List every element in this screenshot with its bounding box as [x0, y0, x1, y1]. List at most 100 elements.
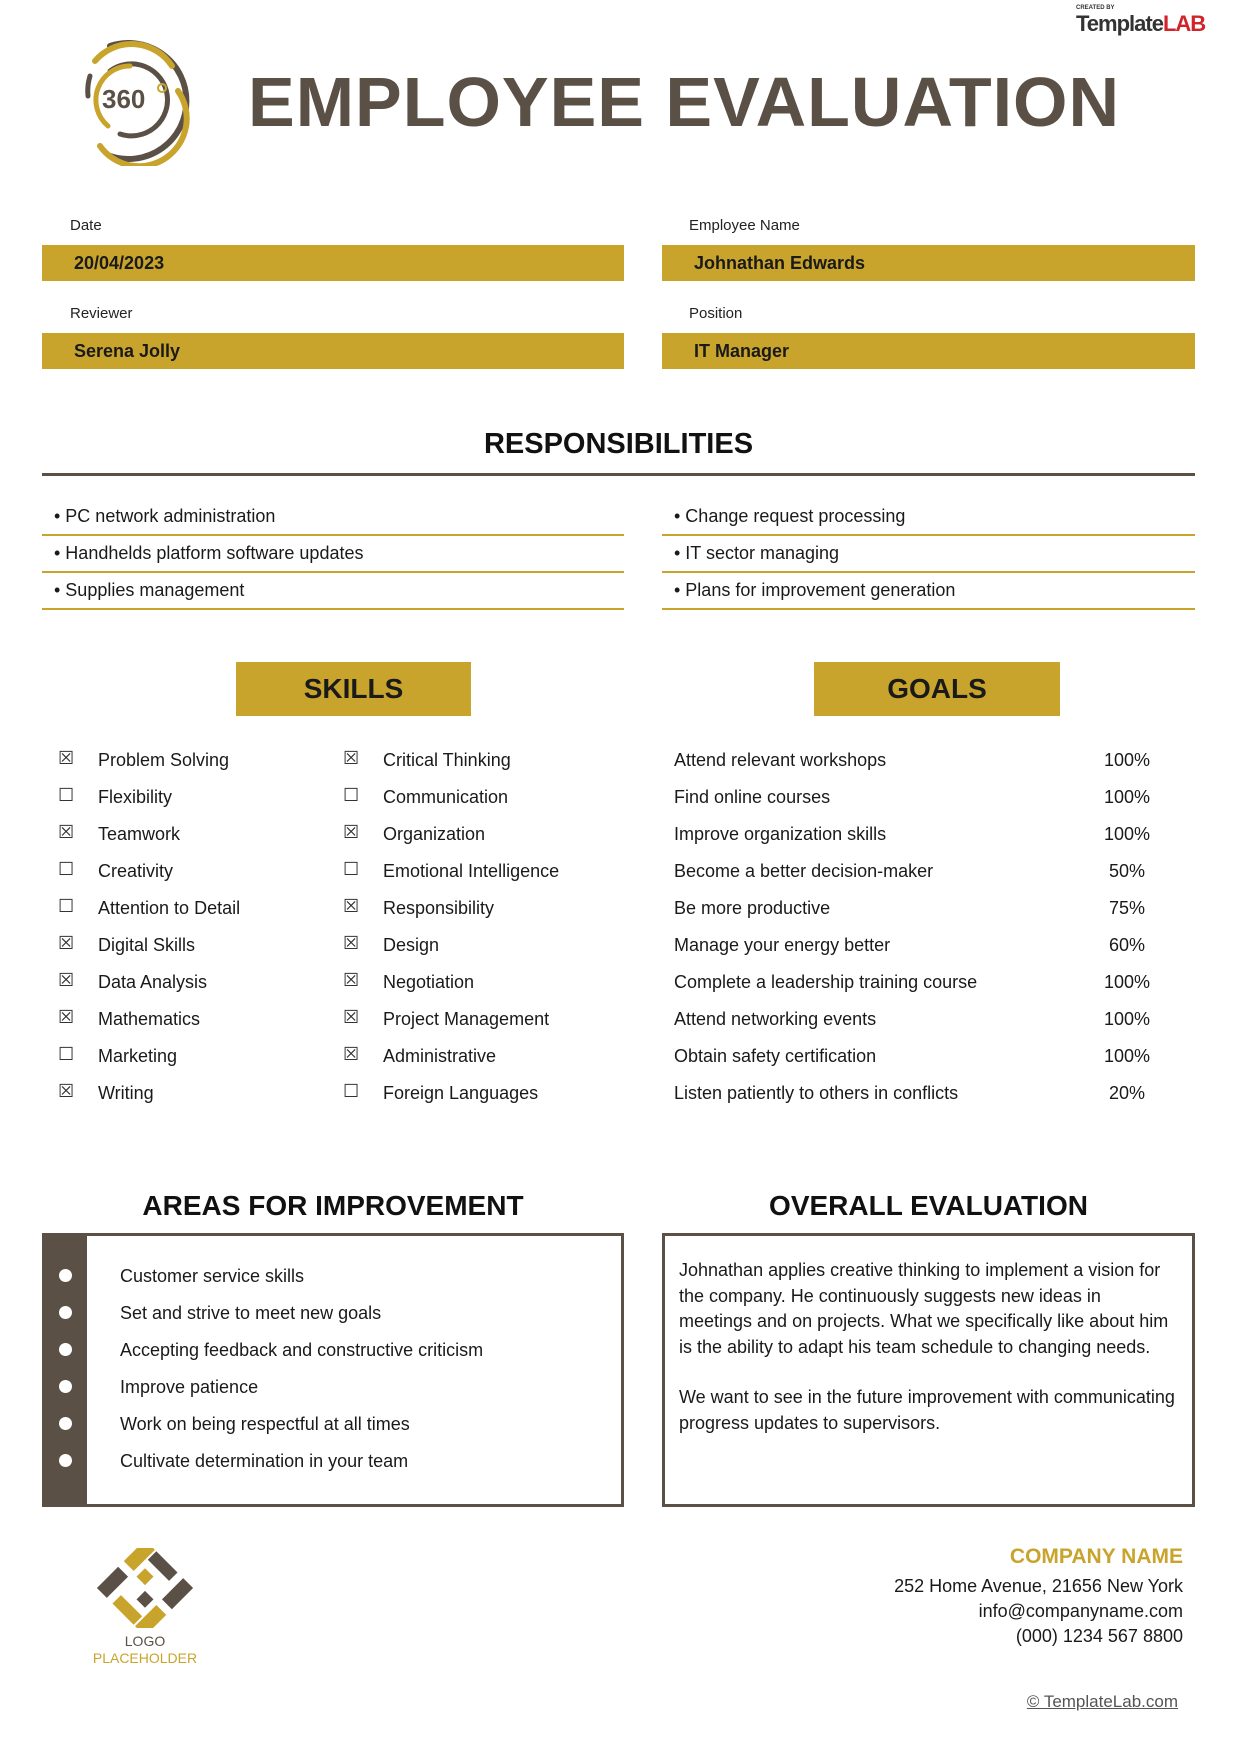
skill-checkbox[interactable]: ☐	[58, 785, 75, 805]
skill-checkbox[interactable]: ☒	[343, 822, 360, 842]
skill-checkbox[interactable]: ☒	[343, 1044, 360, 1064]
skill-checkbox[interactable]: ☐	[343, 859, 360, 879]
company-name: COMPANY NAME	[1009, 1545, 1183, 1568]
brand-template: Template	[1076, 11, 1164, 36]
date-field[interactable]: 20/04/2023	[42, 245, 624, 281]
bullet-icon	[59, 1454, 72, 1467]
skill-label: Creativity	[98, 861, 174, 881]
list-item: • PC network administration	[42, 499, 624, 536]
skill-checkbox[interactable]: ☒	[58, 748, 75, 768]
list-item: • Plans for improvement generation	[662, 573, 1195, 610]
goal-percent: 20%	[1108, 1083, 1146, 1103]
skill-checkbox[interactable]: ☒	[58, 970, 75, 990]
skill-label: Emotional Intelligence	[383, 861, 560, 881]
templatelab-brand-logo: CREATED BY TemplateLAB	[1076, 4, 1206, 36]
list-item: • Change request processing	[662, 499, 1195, 536]
bullet-icon	[59, 1380, 72, 1393]
improvement-item: Accepting feedback and constructive crit…	[120, 1340, 484, 1360]
skill-checkbox[interactable]: ☐	[343, 1081, 360, 1101]
skill-label: Digital Skills	[98, 935, 196, 955]
templatelab-link[interactable]: © TemplateLab.com	[1026, 1692, 1178, 1711]
skill-label: Flexibility	[98, 787, 173, 807]
improvement-item: Cultivate determination in your team	[120, 1451, 409, 1471]
goal-percent: 75%	[1108, 898, 1146, 918]
list-item: • Handhelds platform software updates	[42, 536, 624, 573]
improvement-heading: AREAS FOR IMPROVEMENT	[142, 1190, 524, 1221]
improvement-item: Customer service skills	[120, 1266, 305, 1286]
skill-checkbox[interactable]: ☐	[58, 1044, 75, 1064]
improvement-box: Customer service skills Set and strive to…	[42, 1233, 624, 1507]
overall-box: Johnathan applies creative thinking to i…	[662, 1233, 1195, 1507]
skill-label: Marketing	[98, 1046, 178, 1066]
employee-name-field[interactable]: Johnathan Edwards	[662, 245, 1195, 281]
goals-heading: GOALS	[814, 662, 1060, 716]
goal-label: Complete a leadership training course	[674, 972, 978, 992]
goal-percent: 50%	[1108, 861, 1146, 881]
responsibilities-left: • PC network administration • Handhelds …	[42, 499, 624, 610]
skill-checkbox[interactable]: ☐	[58, 859, 75, 879]
goal-percent: 100%	[1103, 750, 1151, 770]
logo-text-1: LOGO	[124, 1633, 166, 1649]
date-label: Date	[70, 217, 102, 234]
list-item: • IT sector managing	[662, 536, 1195, 573]
reviewer-field[interactable]: Serena Jolly	[42, 333, 624, 369]
bullet-icon	[59, 1343, 72, 1356]
skill-label: Communication	[383, 787, 509, 807]
skill-checkbox[interactable]: ☒	[58, 933, 75, 953]
skill-checkbox[interactable]: ☒	[343, 748, 360, 768]
reviewer-label: Reviewer	[70, 305, 133, 322]
overall-paragraph-2: We want to see in the future improvement…	[679, 1387, 1175, 1433]
goal-percent: 100%	[1103, 787, 1151, 807]
skill-label: Mathematics	[98, 1009, 201, 1029]
skill-label: Negotiation	[383, 972, 475, 992]
skill-label: Foreign Languages	[383, 1083, 539, 1103]
bullet-icon	[59, 1417, 72, 1430]
brand-lab: LAB	[1162, 11, 1206, 36]
skill-label: Writing	[98, 1083, 154, 1103]
brand-created-by: CREATED BY	[1076, 5, 1115, 11]
goal-label: Become a better decision-maker	[674, 861, 934, 881]
skill-label: Attention to Detail	[98, 898, 241, 918]
skill-checkbox[interactable]: ☒	[343, 933, 360, 953]
company-email[interactable]: info@companyname.com	[978, 1601, 1183, 1621]
skill-checkbox[interactable]: ☒	[58, 1007, 75, 1027]
skill-checkbox[interactable]: ☒	[58, 1081, 75, 1101]
goal-label: Attend relevant workshops	[674, 750, 887, 770]
skill-checkbox[interactable]: ☒	[58, 822, 75, 842]
skill-checkbox[interactable]: ☒	[343, 1007, 360, 1027]
skill-checkbox[interactable]: ☒	[343, 896, 360, 916]
skill-label: Critical Thinking	[383, 750, 511, 770]
logo-360: 360	[80, 36, 195, 170]
skill-label: Problem Solving	[98, 750, 230, 770]
goal-label: Be more productive	[674, 898, 831, 918]
goal-label: Obtain safety certification	[674, 1046, 877, 1066]
position-field[interactable]: IT Manager	[662, 333, 1195, 369]
skill-label: Administrative	[383, 1046, 497, 1066]
skill-checkbox[interactable]: ☐	[58, 896, 75, 916]
skill-checkbox[interactable]: ☒	[343, 970, 360, 990]
skill-label: Responsibility	[383, 898, 495, 918]
improvement-item: Set and strive to meet new goals	[120, 1303, 382, 1323]
responsibilities-heading: RESPONSIBILITIES	[483, 428, 754, 460]
bullet-icon	[59, 1269, 72, 1282]
skill-label: Teamwork	[98, 824, 181, 844]
logo-text-2: PLACEHOLDER	[92, 1650, 198, 1666]
skill-label: Design	[383, 935, 440, 955]
page-title: EMPLOYEE EVALUATION	[248, 63, 1121, 141]
company-address: 252 Home Avenue, 21656 New York	[894, 1576, 1183, 1596]
goal-percent: 100%	[1103, 1046, 1151, 1066]
company-logo-placeholder: LOGO PLACEHOLDER	[89, 1539, 201, 1666]
goal-label: Listen patiently to others in conflicts	[674, 1083, 959, 1103]
skills-heading: SKILLS	[236, 662, 471, 716]
goal-percent: 100%	[1103, 824, 1151, 844]
logo-360-text: 360	[102, 84, 146, 114]
skill-label: Organization	[383, 824, 486, 844]
goal-label: Find online courses	[674, 787, 831, 807]
overall-paragraph-1: Johnathan applies creative thinking to i…	[679, 1260, 1169, 1357]
position-label: Position	[689, 305, 743, 322]
skill-checkbox[interactable]: ☐	[343, 785, 360, 805]
goal-label: Attend networking events	[674, 1009, 877, 1029]
employee-name-label: Employee Name	[689, 217, 800, 234]
skill-label: Project Management	[383, 1009, 550, 1029]
company-phone: (000) 1234 567 8800	[1015, 1626, 1183, 1646]
